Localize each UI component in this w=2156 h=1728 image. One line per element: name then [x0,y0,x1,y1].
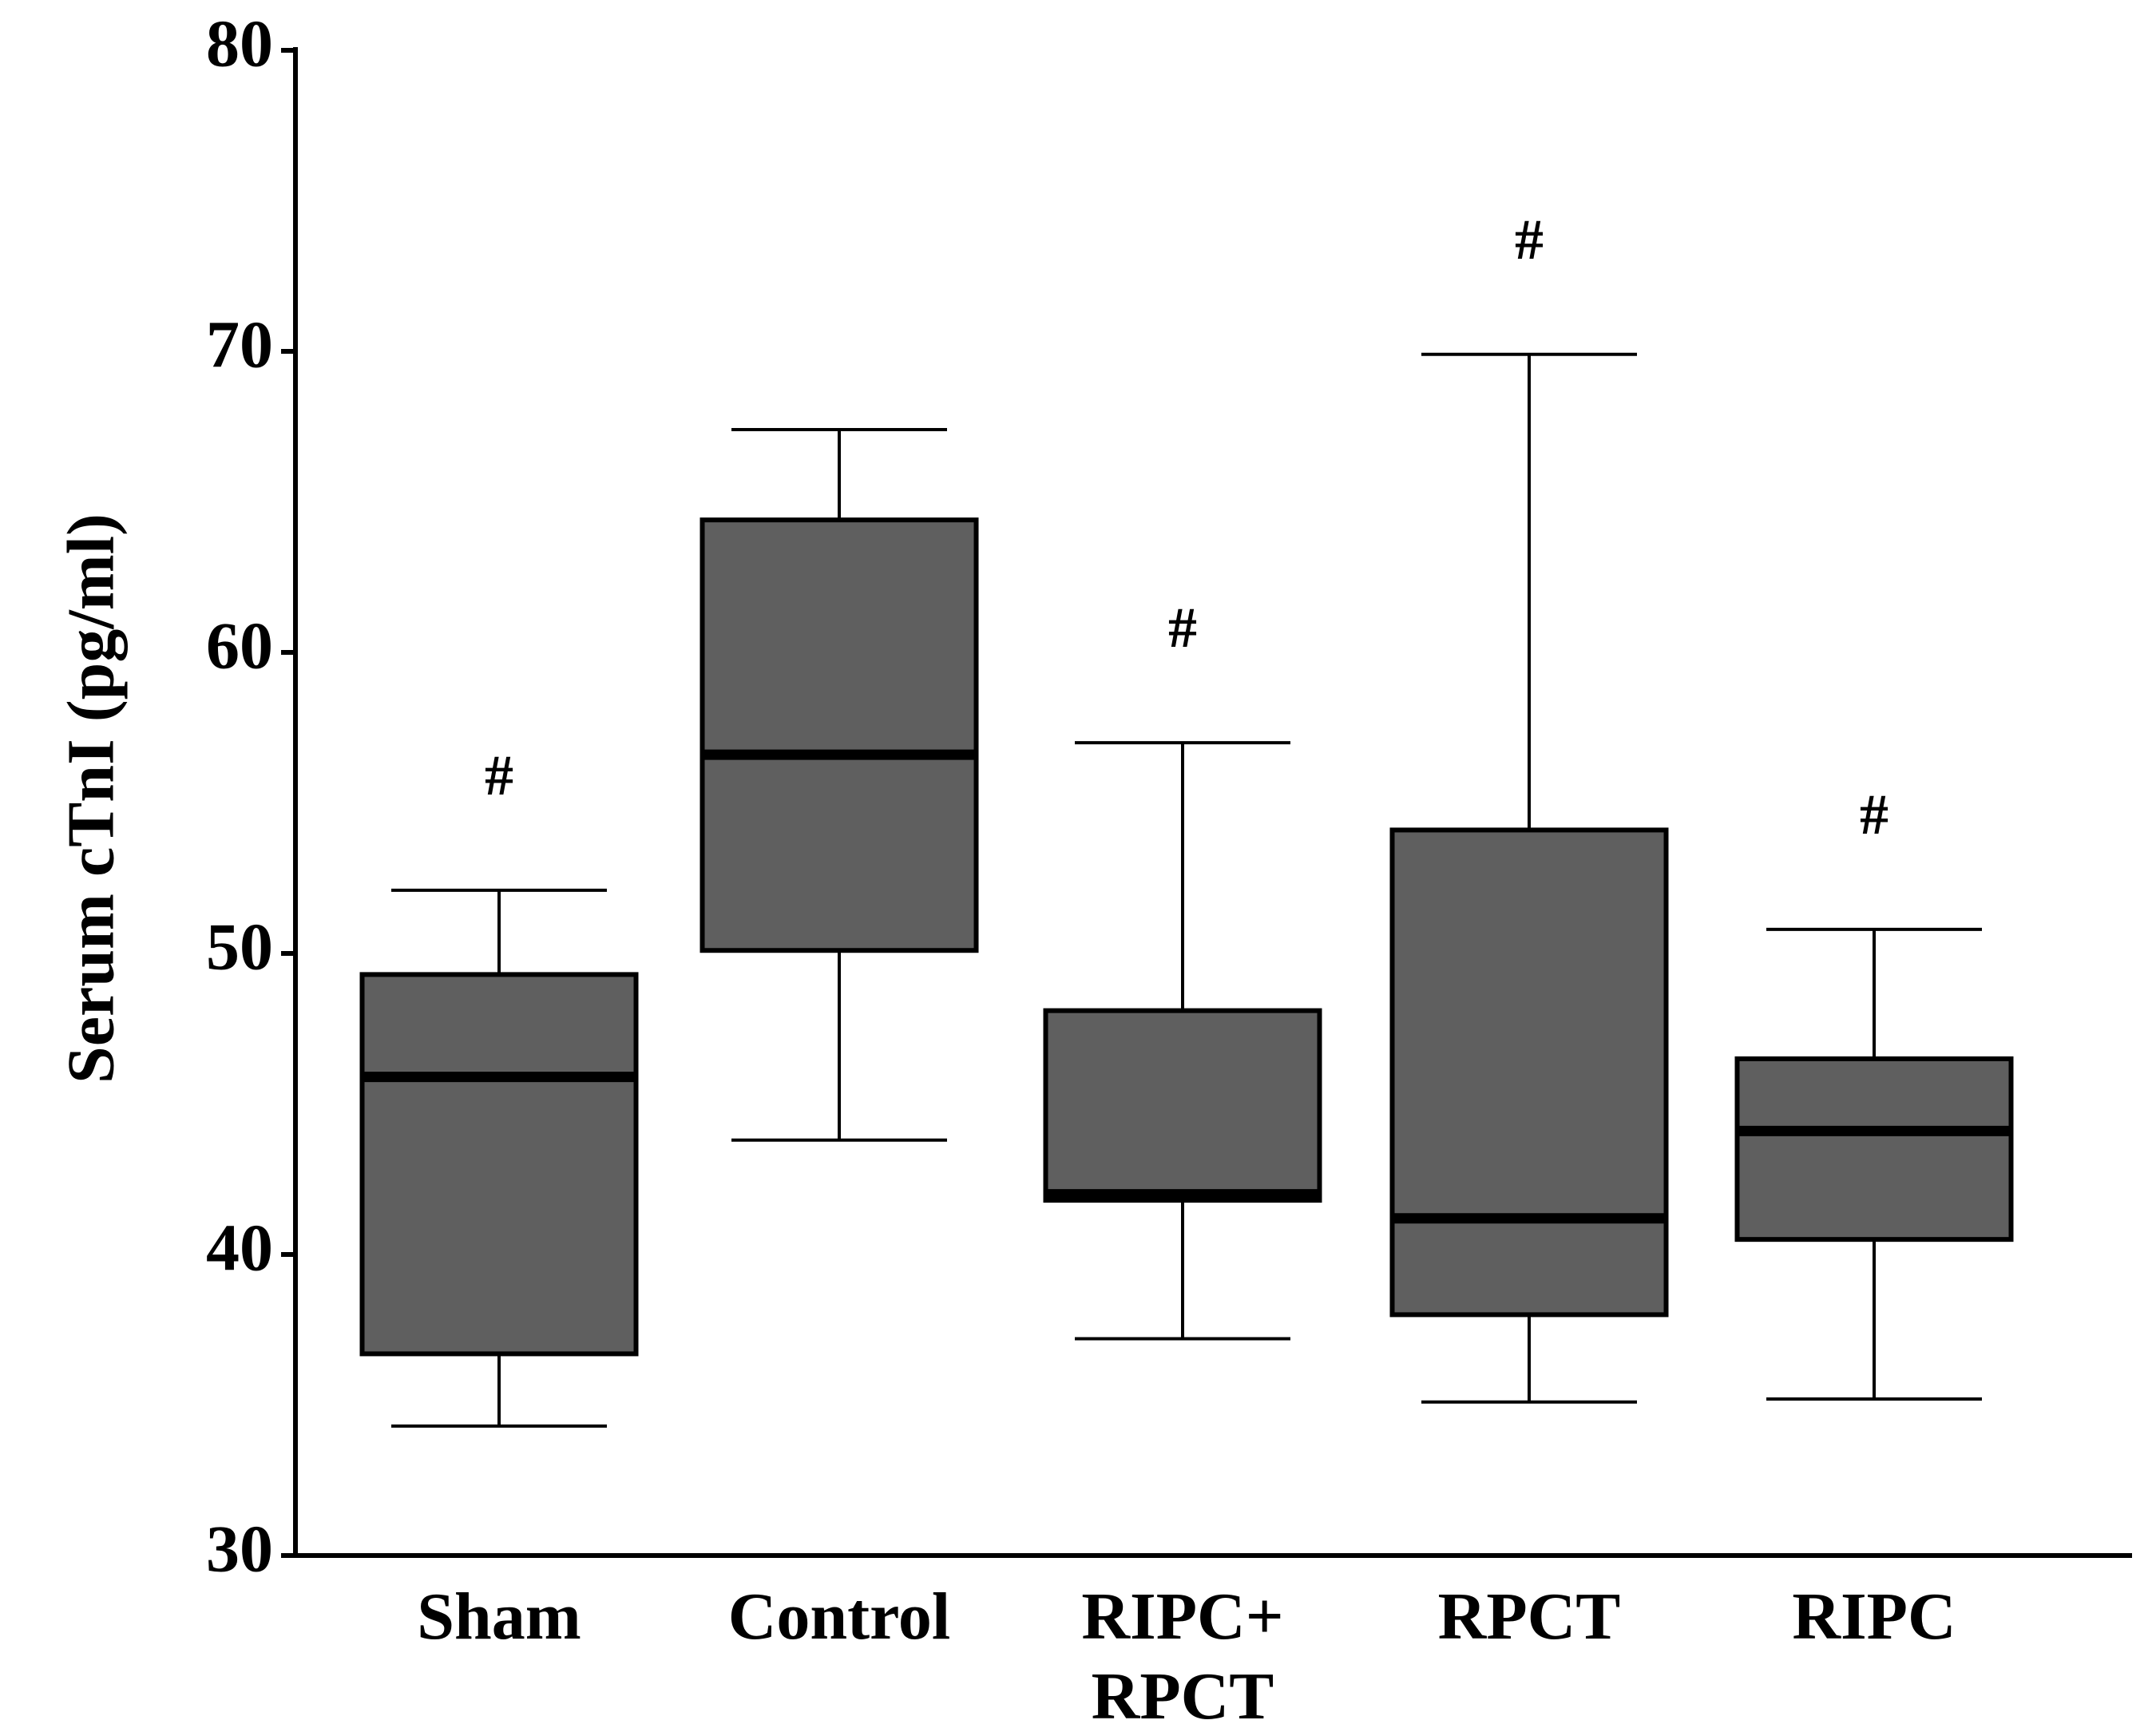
annotation: # [1168,596,1197,660]
x-tick-label: RIPC+ RPCT [1081,1579,1283,1728]
x-tick-label: RPCT [1438,1579,1621,1654]
x-tick-label: Sham [417,1579,581,1654]
annotation: # [1860,783,1888,846]
y-tick-label: 50 [206,910,273,984]
y-tick-label: 30 [206,1512,273,1586]
box [1734,1056,2014,1242]
annotation: # [485,743,513,807]
x-tick-label: RIPC [1792,1579,1956,1654]
box [1389,827,1669,1318]
y-tick-label: 40 [206,1211,273,1285]
box [359,972,639,1357]
box [700,517,979,953]
box [1043,1008,1322,1203]
y-tick-label: 80 [206,6,273,81]
annotation: # [1515,208,1544,271]
y-axis-label: Serum cTnI (pg/ml) [54,513,128,1084]
y-tick-label: 60 [206,608,273,683]
x-tick-label: Control [728,1579,950,1654]
y-tick-label: 70 [206,307,273,382]
